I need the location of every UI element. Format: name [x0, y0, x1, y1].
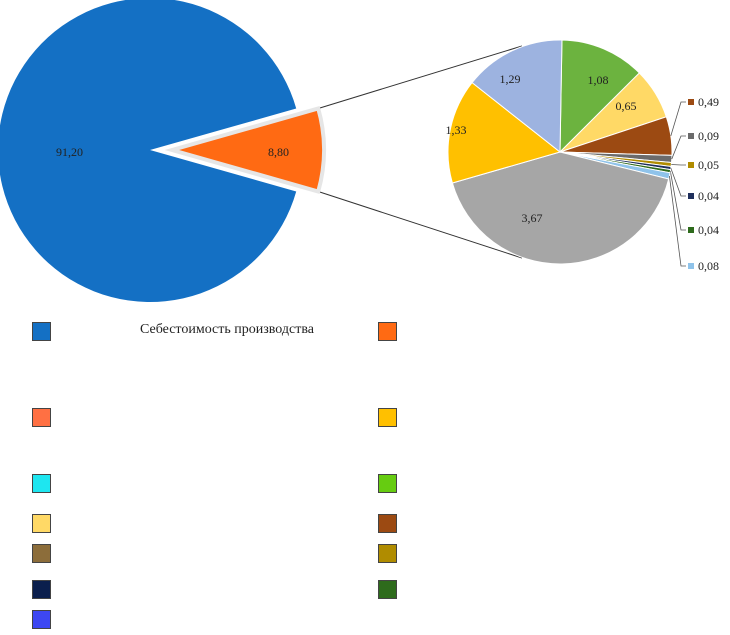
legend-swatch — [32, 610, 51, 629]
legend: Себестоимость производства — [0, 300, 730, 635]
legend-swatch — [32, 544, 51, 563]
legend-swatch — [378, 544, 397, 563]
detail-label-1: 0,65 — [616, 99, 637, 113]
detail-slice-8 — [451, 151, 670, 265]
legend-item-7 — [378, 514, 397, 533]
legend-item-11 — [378, 580, 397, 599]
detail-label-7: 0,08 — [698, 259, 719, 273]
legend-swatch — [378, 322, 397, 341]
leader-line-2 — [670, 101, 686, 136]
legend-item-0: Себестоимость производства — [32, 322, 347, 341]
detail-label-4: 0,05 — [698, 158, 719, 172]
main-pie: 91,20 8,80 — [0, 0, 326, 302]
legend-item-12 — [32, 610, 51, 629]
legend-swatch — [378, 408, 397, 427]
main-label-0: 91,20 — [56, 145, 83, 159]
pie-of-pie-chart: 91,20 8,80 0,490,090,050,040,040,081,080,… — [0, 0, 719, 302]
connector-bottom — [318, 191, 523, 259]
legend-item-3 — [378, 408, 397, 427]
detail-pie: 0,49 0,09 0,05 0,04 0,04 0,08 1,08 0,65 3,67 1,33… — [446, 39, 719, 273]
leader-line-7 — [669, 175, 686, 267]
detail-label-marker-3 — [688, 133, 694, 139]
connector-top — [318, 45, 523, 109]
legend-item-6 — [32, 514, 51, 533]
detail-label-marker-6 — [688, 227, 694, 233]
legend-swatch — [32, 514, 51, 533]
legend-swatch — [32, 474, 51, 493]
leader-line-5 — [670, 167, 686, 197]
legend-swatch — [32, 408, 51, 427]
legend-item-2 — [32, 408, 51, 427]
legend-item-9 — [378, 544, 397, 563]
legend-item-10 — [32, 580, 51, 599]
legend-item-8 — [32, 544, 51, 563]
detail-label-8: 3,67 — [522, 211, 543, 225]
detail-label-marker-4 — [688, 162, 694, 168]
detail-label-3: 0,09 — [698, 129, 719, 143]
leader-line-3 — [671, 135, 686, 160]
main-slice-1 — [164, 106, 326, 194]
legend-swatch — [32, 580, 51, 599]
legend-swatch — [32, 322, 51, 341]
detail-label-2: 0,49 — [698, 95, 719, 109]
main-slice-0 — [0, 0, 297, 302]
detail-label-marker-5 — [688, 193, 694, 199]
detail-slice-10 — [471, 39, 563, 154]
connector-lines — [318, 45, 523, 259]
detail-label-5: 0,04 — [698, 189, 719, 203]
main-label-1: 8,80 — [268, 145, 289, 159]
detail-label-0: 1,08 — [588, 73, 609, 87]
legend-item-4 — [32, 474, 51, 493]
legend-item-5 — [378, 474, 397, 493]
detail-label-9: 1,33 — [446, 123, 467, 137]
legend-swatch — [378, 514, 397, 533]
legend-swatch — [378, 474, 397, 493]
detail-slice-0 — [559, 39, 641, 154]
legend-item-1 — [378, 322, 397, 341]
detail-slice-9 — [447, 81, 562, 184]
detail-label-marker-2 — [688, 99, 694, 105]
detail-label-6: 0,04 — [698, 223, 719, 237]
leader-line-6 — [669, 171, 686, 231]
legend-swatch — [378, 580, 397, 599]
legend-label: Себестоимость производства — [139, 322, 314, 337]
detail-label-marker-7 — [688, 263, 694, 269]
detail-label-10: 1,29 — [500, 72, 521, 86]
